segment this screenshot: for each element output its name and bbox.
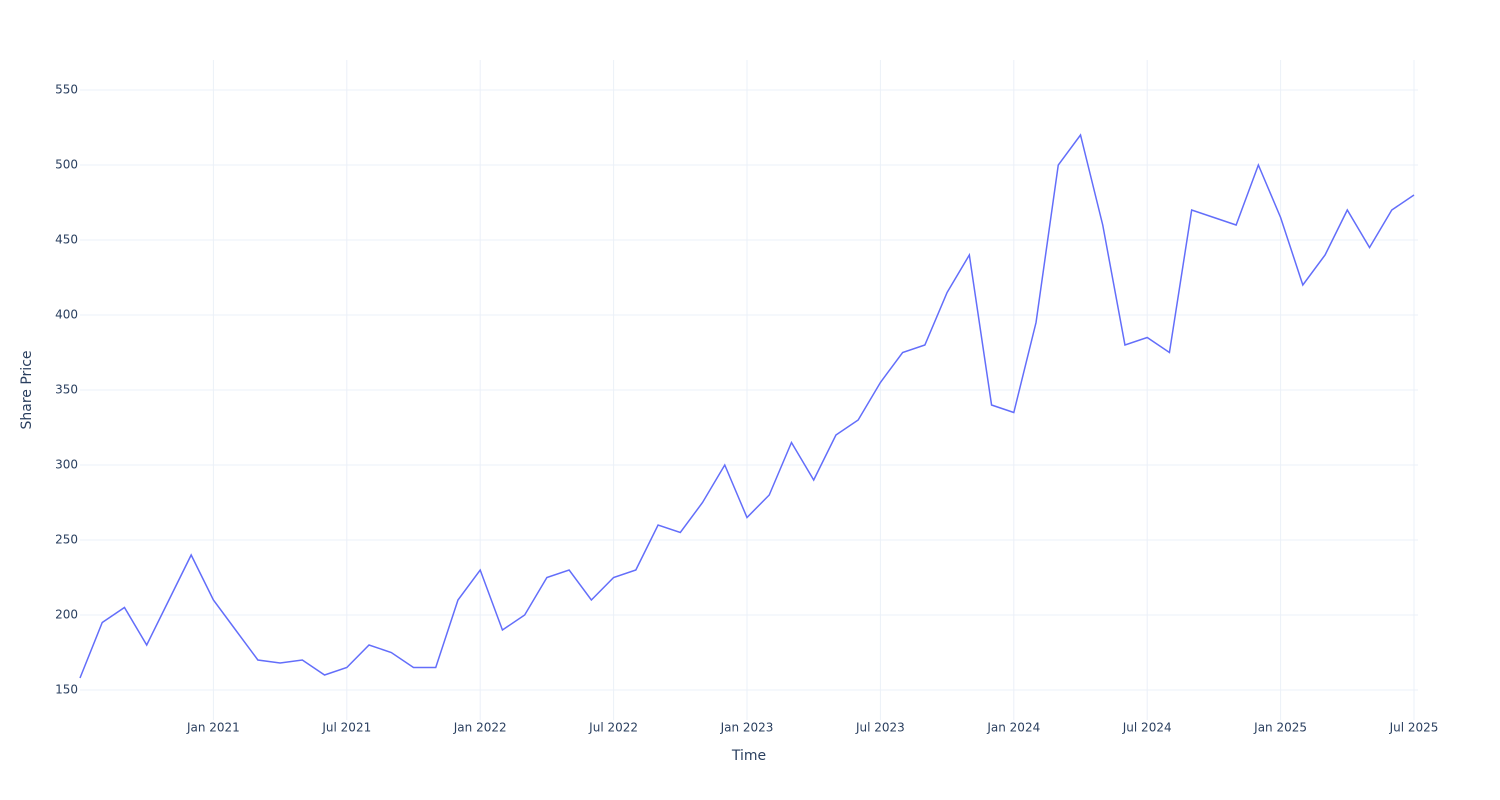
y-tick-label: 500 [55,158,78,172]
x-tick-label: Jan 2022 [453,721,507,735]
x-tick-label: Jul 2025 [1389,721,1439,735]
x-tick-label: Jan 2023 [720,721,774,735]
y-tick-label: 150 [55,683,78,697]
y-tick-label: 350 [55,383,78,397]
x-tick-label: Jul 2021 [321,721,371,735]
x-tick-label: Jul 2022 [588,721,638,735]
y-tick-label: 200 [55,608,78,622]
x-axis-title: Time [731,748,766,764]
y-tick-label: 550 [55,83,78,97]
x-tick-label: Jul 2023 [855,721,905,735]
line-series [79,133,1415,679]
y-tick-label: 450 [55,233,78,247]
x-tick-label: Jan 2021 [186,721,240,735]
x-tick-label: Jan 2025 [1253,721,1307,735]
y-tick-label: 300 [55,458,78,472]
y-tick-label: 250 [55,533,78,547]
y-axis-title: Share Price [19,350,35,429]
y-tick-label: 400 [55,308,78,322]
x-tick-label: Jul 2024 [1122,721,1172,735]
x-tick-label: Jan 2024 [986,721,1040,735]
